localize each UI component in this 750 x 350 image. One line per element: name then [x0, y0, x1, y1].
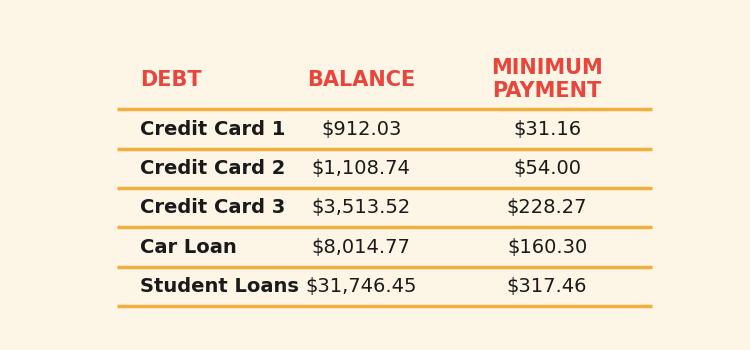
Text: Car Loan: Car Loan	[140, 238, 237, 257]
Text: $8,014.77: $8,014.77	[312, 238, 410, 257]
Text: MINIMUM
PAYMENT: MINIMUM PAYMENT	[491, 58, 603, 102]
Text: DEBT: DEBT	[140, 70, 202, 90]
Text: $31.16: $31.16	[513, 120, 581, 139]
Text: Credit Card 3: Credit Card 3	[140, 198, 286, 217]
Text: $31,746.45: $31,746.45	[305, 277, 417, 296]
Text: $3,513.52: $3,513.52	[311, 198, 411, 217]
Text: Student Loans: Student Loans	[140, 277, 299, 296]
Text: $54.00: $54.00	[513, 159, 581, 178]
Text: $228.27: $228.27	[507, 198, 587, 217]
Text: $1,108.74: $1,108.74	[312, 159, 410, 178]
Text: BALANCE: BALANCE	[307, 70, 416, 90]
Text: Credit Card 2: Credit Card 2	[140, 159, 286, 178]
Text: $912.03: $912.03	[321, 120, 401, 139]
Text: $160.30: $160.30	[507, 238, 587, 257]
Text: Credit Card 1: Credit Card 1	[140, 120, 286, 139]
Text: $317.46: $317.46	[507, 277, 587, 296]
